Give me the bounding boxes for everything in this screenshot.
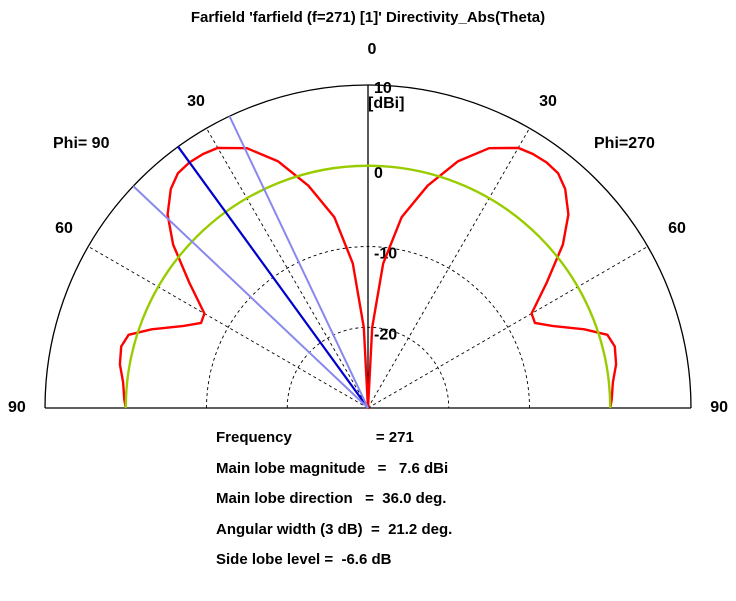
radial-tick-label: -10: [374, 246, 397, 263]
main-lobe-magnitude-row: Main lobe magnitude = 7.6 dBi: [216, 459, 449, 477]
grid-ring: [206, 246, 530, 409]
side-lobe-level-row: Side lobe level = -6.6 dB: [216, 551, 392, 568]
angle-label-left: 90: [8, 399, 26, 416]
phi-label-left: Phi= 90: [53, 135, 110, 152]
grid-ring: [286, 326, 450, 409]
angle-label-mid-left: 60: [55, 220, 73, 237]
chart-title: Farfield 'farfield (f=271) [1]' Directiv…: [191, 9, 545, 26]
angle-label-upper-right: 30: [539, 93, 557, 110]
angle-label-upper-left: 30: [187, 93, 205, 110]
main-lobe-direction-row: Main lobe direction = 36.0 deg.: [216, 490, 447, 507]
unit-label: [dBi]: [368, 95, 404, 112]
polar-grid: 10 0 -10 -20: [44, 80, 692, 409]
3db-beam-edge-inner-line: [228, 115, 369, 409]
angular-width-row: Angular width (3 dB) = 21.2 deg.: [216, 520, 453, 538]
radial-tick-label: -20: [374, 326, 397, 343]
frequency-label: Frequency: [216, 429, 292, 446]
marker-layer: [132, 115, 369, 409]
grid-spoke: [367, 128, 530, 409]
grid-spoke: [206, 128, 369, 409]
angle-label-top: 0: [368, 41, 377, 58]
series-curve-1: [124, 164, 612, 409]
frequency-value: = 271: [375, 429, 414, 446]
angle-label-mid-right: 60: [668, 220, 686, 237]
angle-label-right: 90: [710, 399, 728, 416]
main-lobe-direction-line: [177, 146, 369, 409]
farfield-info-panel: Frequency = 271 Main lobe magnitude = 7.6…: [216, 428, 452, 581]
radial-tick-label: 0: [374, 165, 383, 182]
3db-beam-edge-outer-line: [132, 185, 369, 409]
frequency-row: Frequency = 271: [216, 428, 452, 459]
phi-label-right: Phi=270: [594, 135, 655, 152]
radial-tick-label: 10: [374, 80, 392, 97]
